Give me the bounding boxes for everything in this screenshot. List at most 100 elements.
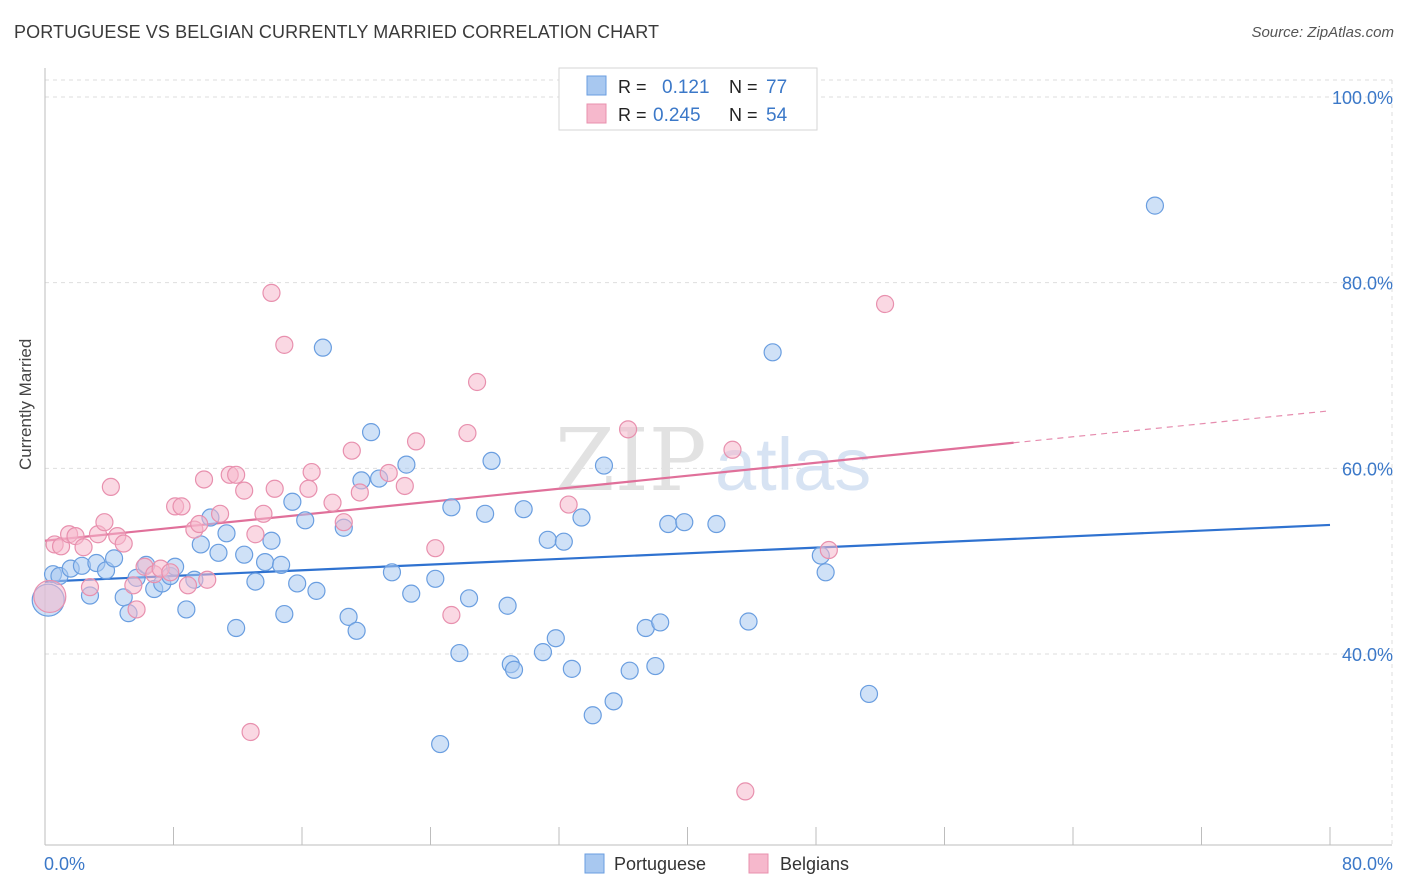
y-tick-label: 80.0% <box>1342 274 1393 294</box>
legend-n-label-1: N = <box>729 77 758 97</box>
point-portuguese <box>572 508 591 527</box>
point-portuguese <box>402 584 421 603</box>
point-portuguese <box>514 500 533 519</box>
point-portuguese <box>562 659 581 678</box>
point-portuguese <box>859 684 879 704</box>
point-portuguese <box>227 618 246 638</box>
y-tick-label: 40.0% <box>1342 645 1393 665</box>
trend-line-extension-belgians <box>1013 410 1331 444</box>
point-portuguese <box>442 498 461 517</box>
point-belgians <box>618 420 638 439</box>
point-belgians <box>194 470 214 489</box>
bottom-swatch-belgians[interactable] <box>748 853 769 874</box>
point-portuguese <box>604 692 623 711</box>
point-belgians <box>379 463 398 483</box>
bottom-swatch-portuguese[interactable] <box>584 853 605 874</box>
x-tick-labels: 0.0% 80.0% <box>44 854 1393 874</box>
point-portuguese <box>104 549 124 568</box>
y-tick-label: 100.0% <box>1332 88 1393 108</box>
bottom-legend-portuguese[interactable]: Portuguese <box>614 854 706 874</box>
point-belgians <box>178 576 198 595</box>
point-portuguese <box>459 589 479 608</box>
point-portuguese <box>339 607 358 626</box>
point-belgians <box>342 441 361 460</box>
x-tick-label: 80.0% <box>1342 854 1393 874</box>
chart-title: PORTUGUESE VS BELGIAN CURRENTLY MARRIED … <box>14 22 660 42</box>
point-portuguese <box>313 338 332 357</box>
point-belgians <box>442 605 461 625</box>
point-portuguese <box>209 543 228 562</box>
point-belgians <box>95 513 114 532</box>
point-belgians <box>124 576 143 595</box>
x-tick-label: 0.0% <box>44 854 85 874</box>
point-portuguese <box>554 532 573 551</box>
point-belgians <box>254 504 273 523</box>
point-portuguese <box>620 661 639 680</box>
point-belgians <box>458 423 477 443</box>
point-portuguese <box>533 643 553 662</box>
point-portuguese <box>739 612 758 631</box>
point-portuguese <box>646 656 665 676</box>
point-belgians <box>406 432 426 451</box>
point-belgians <box>350 483 369 502</box>
point-portuguese <box>397 455 416 474</box>
point-belgians <box>265 479 284 498</box>
data-points <box>31 196 1165 801</box>
source-label: Source: ZipAtlas.com <box>1251 24 1394 41</box>
point-portuguese <box>275 604 294 624</box>
legend-swatch-belgians <box>586 103 607 124</box>
point-belgians <box>736 782 755 801</box>
point-portuguese <box>482 451 501 471</box>
axes <box>44 68 1392 846</box>
point-portuguese <box>538 530 557 549</box>
stats-legend: R = 0.121 N = 77 R = 0.245 N = 54 <box>558 67 818 131</box>
point-portuguese <box>594 456 614 475</box>
point-belgians <box>227 465 246 484</box>
point-belgians <box>101 477 120 496</box>
legend-n-value-2: 54 <box>766 105 788 126</box>
legend-r-value-2: 0.245 <box>653 105 701 126</box>
y-tick-label: 60.0% <box>1342 459 1393 479</box>
point-portuguese <box>763 343 782 362</box>
point-portuguese <box>659 514 678 534</box>
legend-r-value-1: 0.121 <box>662 77 710 98</box>
point-belgians <box>467 372 487 392</box>
point-belgians <box>114 534 133 553</box>
point-belgians <box>161 563 180 582</box>
point-portuguese <box>816 563 835 582</box>
point-belgians <box>723 440 742 459</box>
point-belgians <box>819 540 838 560</box>
point-belgians <box>299 479 318 498</box>
point-belgians <box>262 283 281 302</box>
point-belgians <box>74 538 93 557</box>
point-belgians <box>302 462 321 482</box>
series-legend: Portuguese Belgians <box>584 853 849 874</box>
point-portuguese <box>288 574 307 593</box>
point-portuguese <box>546 629 565 648</box>
point-belgians <box>235 481 254 500</box>
point-portuguese <box>431 734 450 754</box>
point-portuguese <box>498 596 517 615</box>
point-portuguese <box>283 492 302 511</box>
point-belgians <box>875 294 895 314</box>
point-belgians <box>559 495 578 514</box>
legend-r-label-2: R = <box>618 105 647 125</box>
point-portuguese <box>262 531 281 550</box>
point-belgians <box>395 476 414 496</box>
point-portuguese <box>272 555 291 574</box>
point-portuguese <box>651 613 670 632</box>
point-portuguese <box>450 643 469 663</box>
point-belgians <box>198 570 217 589</box>
trend-line-portuguese <box>44 523 1331 583</box>
point-belgians <box>172 497 191 516</box>
point-portuguese <box>177 600 196 619</box>
point-portuguese <box>296 511 315 530</box>
y-tick-labels: 40.0% 60.0% 80.0% 100.0% <box>1332 88 1393 665</box>
point-belgians <box>323 493 342 512</box>
legend-r-label-1: R = <box>618 77 647 97</box>
point-belgians <box>426 539 445 558</box>
bottom-legend-belgians[interactable]: Belgians <box>780 854 849 874</box>
point-portuguese <box>1145 196 1165 215</box>
point-belgians <box>33 579 67 614</box>
